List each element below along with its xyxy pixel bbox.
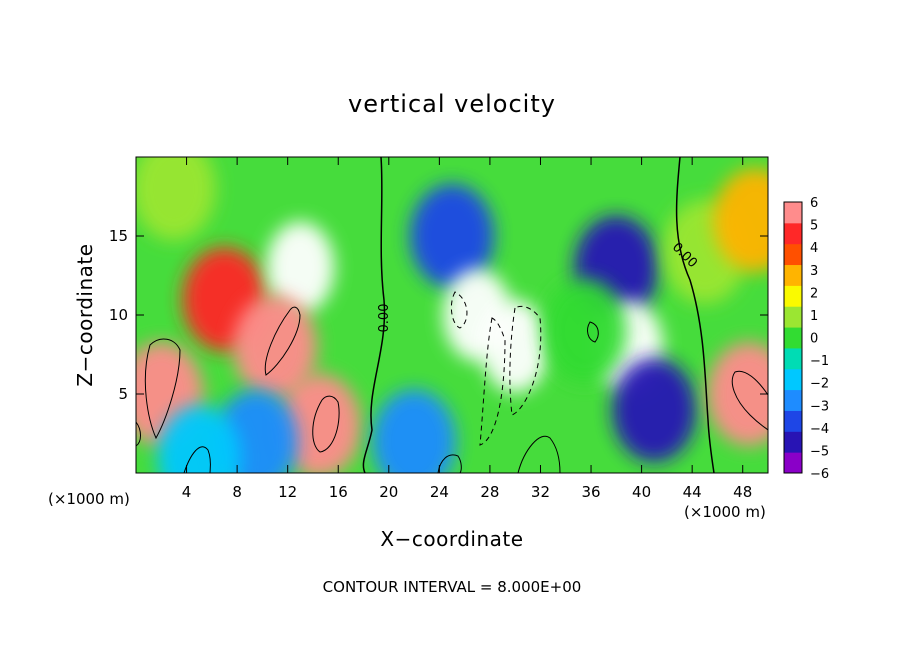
x-tick-label: 40 bbox=[632, 483, 651, 501]
colorbar-tick-label: −6 bbox=[810, 467, 829, 482]
x-tick-label: 16 bbox=[329, 483, 348, 501]
field-region-8 bbox=[410, 184, 494, 288]
contour-dashed-2 bbox=[479, 317, 506, 446]
colorbar-tick-label: −3 bbox=[810, 399, 829, 414]
colorbar-swatch bbox=[784, 327, 802, 349]
y-tick-label: 5 bbox=[118, 385, 128, 403]
colorbar-tick-label: 5 bbox=[810, 219, 818, 234]
contour-solid-2 bbox=[264, 306, 301, 376]
colorbar-swatch bbox=[784, 389, 802, 411]
field-region-1 bbox=[266, 221, 335, 314]
colorbar-frame bbox=[783, 201, 803, 474]
x-tick-label: 36 bbox=[581, 483, 600, 501]
contour-label-left: 0.00 bbox=[377, 304, 392, 333]
contour-solid-9 bbox=[135, 421, 141, 447]
x-axis-ticks: 4 8 12 16 20 24 28 32 36 40 44 48 bbox=[182, 157, 752, 501]
zero-contour-left bbox=[362, 156, 386, 474]
field-region-14 bbox=[612, 357, 697, 462]
colorbar-tick-label: −4 bbox=[810, 422, 829, 437]
colorbar-tick-label: 2 bbox=[810, 286, 818, 301]
colorbar-swatch bbox=[784, 285, 802, 307]
y-axis-ticks: 5 10 15 bbox=[109, 227, 768, 403]
x-tick-label: 48 bbox=[733, 483, 752, 501]
plot-area: 0.00 0.00 bbox=[135, 156, 769, 474]
contour-solid-3 bbox=[312, 395, 340, 453]
colorbar: 6 5 4 3 2 1 0 −1 −2 −3 −4 −5 −6 bbox=[783, 196, 829, 482]
field-regions bbox=[136, 157, 768, 473]
x-units-left: (×1000 m) bbox=[48, 490, 130, 508]
contour-solid-5 bbox=[587, 321, 599, 343]
y-tick-label: 15 bbox=[109, 227, 128, 245]
colorbar-tick-label: 6 bbox=[810, 196, 818, 211]
contour-solid-6 bbox=[437, 454, 462, 474]
colorbar-swatch bbox=[784, 202, 802, 224]
x-units-right: (×1000 m) bbox=[684, 503, 766, 521]
colorbar-tick-label: −5 bbox=[810, 444, 829, 459]
field-region-18 bbox=[713, 168, 768, 273]
zero-contour-right bbox=[675, 156, 715, 474]
x-tick-label: 44 bbox=[683, 483, 702, 501]
colorbar-swatch bbox=[784, 452, 802, 474]
contour-solid-1 bbox=[144, 338, 181, 440]
field-region-17 bbox=[707, 342, 768, 446]
chart-title: vertical velocity bbox=[348, 90, 556, 118]
y-tick-label: 10 bbox=[109, 306, 128, 324]
contour-solid-4 bbox=[731, 370, 769, 432]
contour-solid-7 bbox=[517, 435, 561, 474]
colorbar-swatch bbox=[784, 222, 802, 245]
contour-dashed-3 bbox=[509, 305, 542, 416]
x-tick-label: 12 bbox=[278, 483, 297, 501]
y-axis-label: Z−coordinate bbox=[73, 243, 97, 386]
colorbar-swatch bbox=[784, 410, 802, 432]
x-tick-label: 8 bbox=[232, 483, 242, 501]
x-tick-label: 24 bbox=[430, 483, 449, 501]
contour-interval-note: CONTOUR INTERVAL = 8.000E+00 bbox=[323, 578, 582, 596]
colorbar-tick-label: 3 bbox=[810, 264, 818, 279]
field-region-3 bbox=[277, 373, 362, 473]
contour-lines bbox=[135, 156, 769, 474]
colorbar-swatch bbox=[784, 306, 802, 328]
x-tick-label: 28 bbox=[480, 483, 499, 501]
field-region-6 bbox=[157, 405, 242, 473]
colorbar-swatch bbox=[784, 264, 802, 286]
colorbar-tick-label: 0 bbox=[810, 332, 818, 347]
field-region-15 bbox=[372, 389, 457, 473]
colorbar-swatch bbox=[784, 431, 802, 453]
colorbar-swatch bbox=[784, 368, 802, 391]
field-region-13 bbox=[542, 278, 627, 383]
colorbar-tick-label: −2 bbox=[810, 377, 829, 392]
x-tick-label: 20 bbox=[379, 483, 398, 501]
colorbar-swatch bbox=[784, 347, 802, 370]
x-tick-label: 4 bbox=[182, 483, 192, 501]
contour-solid-8 bbox=[183, 446, 211, 474]
x-axis-label: X−coordinate bbox=[380, 527, 523, 551]
colorbar-tick-label: 1 bbox=[810, 309, 818, 324]
field-region-10 bbox=[481, 300, 550, 393]
colorbar-swatch bbox=[784, 243, 802, 266]
colorbar-tick-label: −1 bbox=[810, 354, 829, 369]
colorbar-tick-label: 4 bbox=[810, 241, 818, 256]
contour-dashed-1 bbox=[450, 291, 468, 329]
x-tick-label: 32 bbox=[531, 483, 550, 501]
field-region-7 bbox=[136, 157, 216, 241]
field-region-2 bbox=[233, 294, 318, 399]
